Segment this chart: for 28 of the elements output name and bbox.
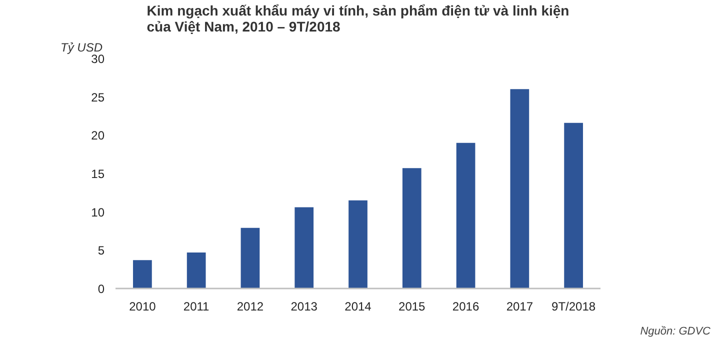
bar	[186, 252, 206, 288]
bar	[564, 122, 583, 288]
y-tick-label: 10	[91, 205, 105, 220]
bar	[456, 142, 476, 288]
bar	[348, 200, 368, 288]
x-tick-label: 2014	[344, 300, 372, 314]
bar	[510, 89, 530, 288]
x-tick-label: 2016	[452, 300, 480, 314]
x-tick-label: 9T/2018	[552, 300, 596, 314]
x-tick-label: 2017	[506, 300, 534, 314]
text: Nguồn: GDVC	[640, 326, 711, 338]
x-tick-label: 2010	[129, 300, 156, 314]
bar	[294, 207, 314, 288]
chart-title: Kim ngạch xuất khẩu máy vi tính, sản phẩm điện tử và linh kiện của Việt Nam, 2010 – 9T/2018	[146, 2, 570, 34]
x-tick-label: 2011	[183, 300, 210, 314]
y-tick-label: 30	[91, 52, 105, 66]
y-axis-title: Tỷ USD	[60, 40, 103, 54]
y-tick-label: 5	[98, 244, 105, 258]
bar	[402, 168, 422, 288]
y-tick-label: 15	[91, 167, 105, 181]
x-tick-label: 2015	[398, 300, 426, 314]
x-tick-label: 2013	[290, 300, 318, 314]
bar	[240, 228, 260, 288]
x-tick-label: 2012	[236, 300, 264, 314]
bar	[133, 260, 152, 288]
y-tick-label: 25	[91, 90, 105, 104]
y-tick-label: 20	[91, 128, 105, 143]
y-tick-label: 0	[98, 282, 105, 296]
